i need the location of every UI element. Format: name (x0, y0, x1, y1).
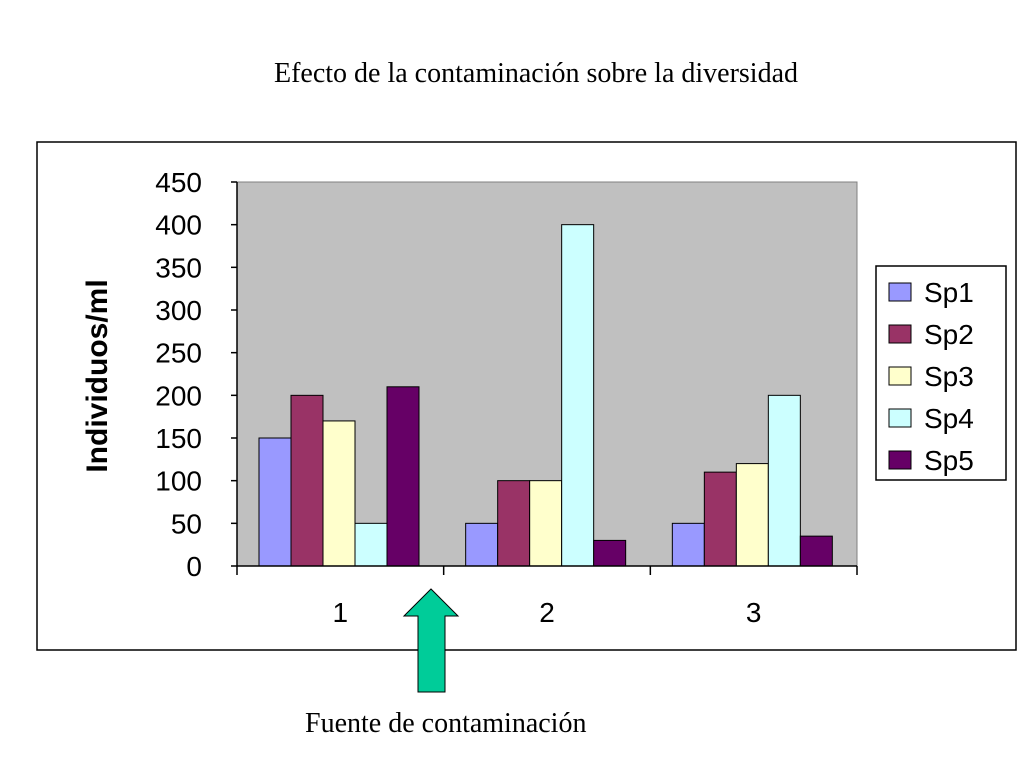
y-tick-label: 0 (186, 551, 202, 582)
legend-swatch-sp5 (888, 450, 912, 470)
bar-sp1-cat-3 (671, 522, 705, 567)
slide-title: Efecto de la contaminación sobre la dive… (273, 58, 798, 89)
legend-label-sp2: Sp2 (924, 319, 974, 350)
pollution-source-arrow-icon (402, 588, 460, 693)
y-axis-label: Individuos/ml (81, 279, 114, 472)
y-tick-label: 50 (171, 508, 202, 539)
bar-sp2-cat-2 (497, 480, 531, 567)
axes-group: 0 50 100 150 200 250 300 350 400 450 1 2 3 (155, 167, 858, 628)
bar-sp5-cat-1 (386, 386, 420, 567)
y-tick-label: 150 (155, 423, 202, 454)
bar-sp1-cat-2 (465, 522, 499, 567)
y-tick-label: 450 (155, 167, 202, 198)
legend-label-sp4: Sp4 (924, 403, 974, 434)
legend-label-sp5: Sp5 (924, 445, 974, 476)
bar-sp4-cat-1 (354, 522, 388, 567)
y-tick-label: 250 (155, 338, 202, 369)
bar-sp5-cat-2 (593, 539, 627, 567)
bar-sp3-cat-1 (322, 420, 356, 567)
legend-swatch-sp3 (888, 366, 912, 386)
bars-group (258, 224, 833, 567)
bar-sp1-cat-1 (258, 437, 292, 567)
legend-swatch-sp2 (888, 324, 912, 344)
bar-sp2-cat-3 (703, 471, 737, 567)
legend-label-sp3: Sp3 (924, 361, 974, 392)
y-tick-label: 350 (155, 252, 202, 283)
bar-sp2-cat-1 (290, 394, 324, 567)
legend-label-sp1: Sp1 (924, 277, 974, 308)
bar-sp4-cat-3 (767, 394, 801, 567)
bar-sp3-cat-2 (529, 480, 563, 567)
bar-sp4-cat-2 (561, 224, 595, 567)
bar-sp3-cat-3 (735, 463, 769, 567)
y-tick-label: 400 (155, 210, 202, 241)
legend: Sp1 Sp2 Sp3 Sp4 Sp5 (875, 265, 1007, 481)
bar-sp5-cat-3 (799, 535, 833, 567)
y-tick-label: 100 (155, 466, 202, 497)
x-tick-label: 2 (539, 597, 555, 628)
x-tick-label: 1 (333, 597, 349, 628)
legend-swatch-sp1 (888, 282, 912, 302)
x-tick-label: 3 (746, 597, 762, 628)
legend-swatch-sp4 (888, 408, 912, 428)
y-tick-label: 200 (155, 380, 202, 411)
pollution-source-caption: Fuente de contaminación (305, 708, 587, 739)
y-tick-label: 300 (155, 295, 202, 326)
